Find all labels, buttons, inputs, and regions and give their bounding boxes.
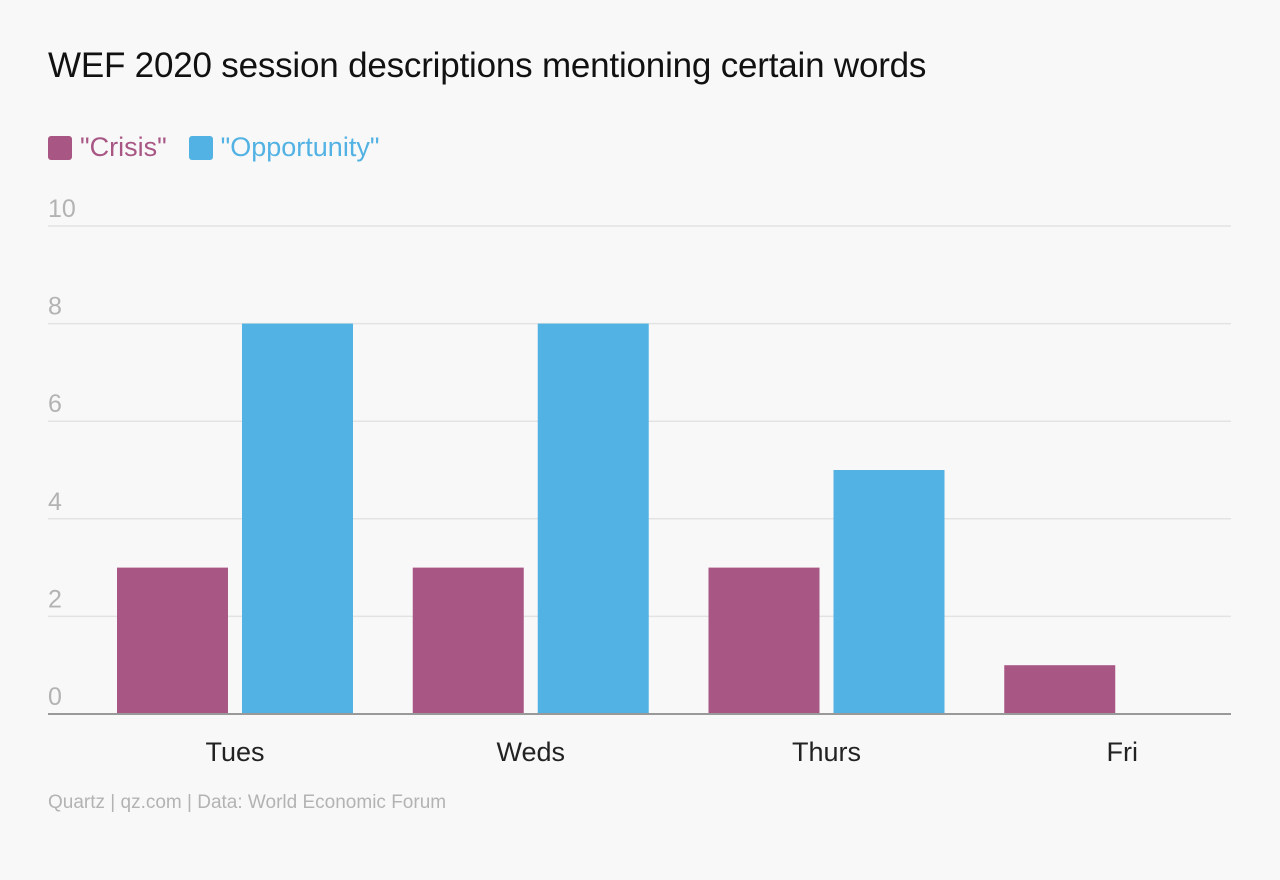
bar-crisis (708, 567, 820, 714)
source-note: Quartz | qz.com | Data: World Economic F… (48, 792, 447, 813)
legend-swatch-opportunity (188, 135, 213, 160)
x-category-label: Tues (205, 737, 264, 767)
y-tick-label: 10 (48, 195, 76, 223)
bar-crisis (412, 567, 524, 714)
bar-opportunity (242, 323, 353, 714)
legend: "Crisis" "Opportunity" (48, 132, 401, 163)
y-tick-label: 0 (48, 683, 62, 711)
x-category-label: Fri (1107, 737, 1138, 767)
y-tick-label: 8 (48, 293, 62, 321)
bar-opportunity (833, 470, 945, 714)
legend-swatch-crisis (48, 135, 72, 160)
bar-crisis (117, 567, 228, 714)
x-category-label: Weds (496, 737, 565, 767)
legend-item-crisis: "Crisis" (48, 132, 167, 163)
x-category-label: Thurs (792, 737, 861, 767)
bar-opportunity (537, 323, 649, 714)
chart-title: WEF 2020 session descriptions mentioning… (48, 46, 927, 85)
legend-label-crisis: "Crisis" (80, 132, 167, 162)
y-tick-label: 2 (48, 585, 62, 613)
y-tick-label: 6 (48, 390, 62, 418)
legend-label-opportunity: "Opportunity" (220, 132, 380, 162)
y-tick-label: 4 (48, 488, 62, 516)
legend-item-opportunity: "Opportunity" (188, 132, 380, 163)
bar-crisis (1004, 665, 1116, 714)
